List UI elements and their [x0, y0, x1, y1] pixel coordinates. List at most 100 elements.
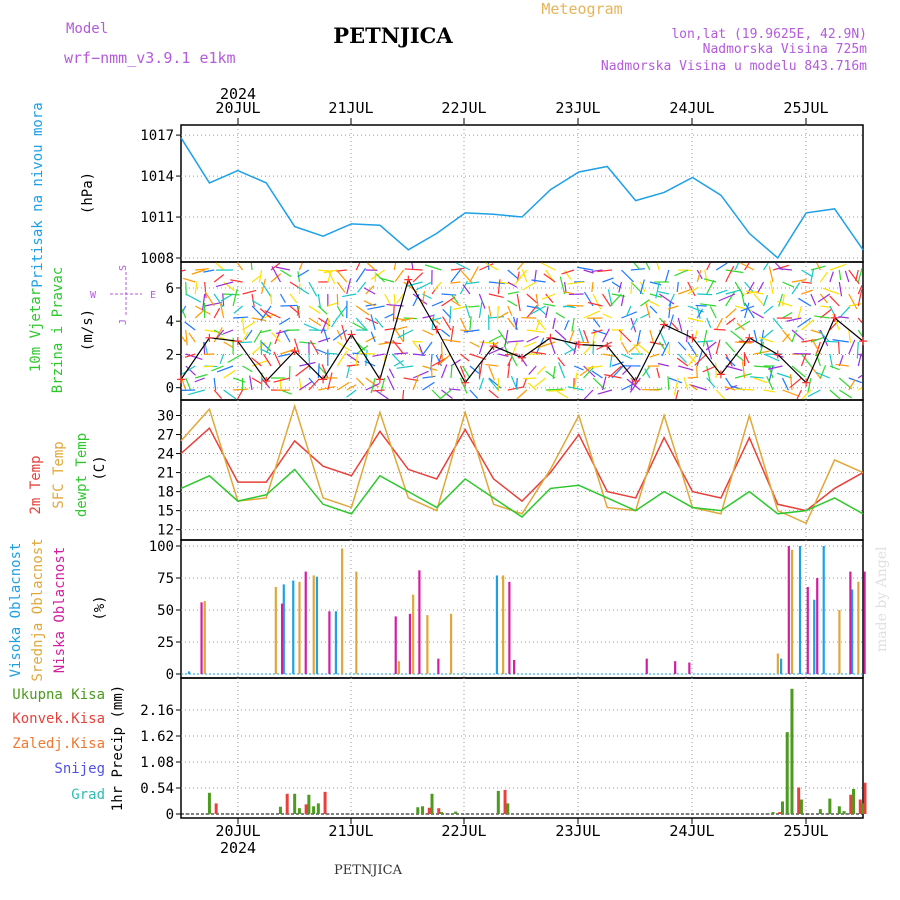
- wind-arrow: [706, 262, 711, 271]
- conv-precip-bar: [214, 803, 218, 814]
- wind-arrow: [545, 293, 554, 304]
- wind-arrow: [835, 363, 849, 367]
- wind-arrow: [327, 269, 336, 285]
- wind-arrow: [730, 330, 745, 343]
- wind-arrow: [280, 304, 298, 307]
- wind-arrow: [526, 329, 545, 333]
- wind-arrow: [289, 293, 298, 304]
- wind-arrow: [394, 352, 408, 355]
- wind-arrow: [507, 281, 518, 288]
- wind-arrow: [278, 317, 291, 326]
- mid-cloud-bar: [274, 586, 277, 674]
- wind-arrow: [507, 291, 519, 295]
- total-precip-bar: [842, 811, 846, 814]
- wind-arrow: [659, 293, 675, 305]
- wind-arrow: [372, 353, 385, 357]
- wind-arrow: [664, 269, 670, 283]
- wind-arrow: [365, 285, 375, 295]
- mid-cloud-bar: [341, 548, 344, 674]
- y-tick-label: 1017: [140, 128, 174, 144]
- panel-frame: [180, 677, 864, 819]
- wind-gust-marker: [830, 313, 839, 322]
- high-cloud-bar: [813, 599, 816, 674]
- wind-gust-marker: [375, 375, 384, 384]
- y-tick-label: 50: [157, 603, 174, 619]
- high-cloud-bar: [779, 658, 783, 674]
- wind-arrow: [336, 281, 346, 293]
- wind-arrow: [562, 305, 575, 308]
- wind-arrow: [578, 327, 585, 343]
- wind-arrow: [586, 365, 603, 369]
- wind-arrow: [220, 293, 234, 302]
- wind-arrow: [424, 264, 442, 271]
- wind-arrow: [656, 262, 660, 271]
- bottom-year-label: 2024: [220, 839, 256, 857]
- wind-arrow: [706, 279, 715, 295]
- wind-arrow: [452, 305, 471, 311]
- wind-gust-marker: [631, 377, 640, 386]
- wind-arrow: [657, 290, 669, 295]
- wind-arrow: [488, 281, 506, 285]
- high-cloud-bar: [187, 671, 191, 674]
- y-tick-label: 25: [157, 635, 174, 651]
- wind-arrow: [330, 317, 338, 328]
- wind-unit-label: (m/s): [80, 309, 96, 351]
- wind-arrow: [523, 341, 537, 348]
- wind-arrow: [583, 367, 594, 379]
- wind-arrow: [498, 353, 509, 357]
- y-tick-label: 30: [157, 409, 174, 425]
- wind-arrow: [237, 262, 244, 271]
- wind-arrow: [478, 300, 483, 319]
- wind-arrow: [469, 389, 479, 399]
- wind-arrow: [203, 269, 215, 273]
- y-tick-label: 21: [157, 466, 174, 482]
- wind-arrow: [705, 341, 717, 351]
- wind-arrow: [215, 281, 234, 288]
- wind-arrow: [620, 341, 629, 354]
- wind-arrow: [412, 374, 420, 391]
- wind-arrow: [251, 357, 262, 367]
- wind-arrow: [358, 352, 376, 355]
- wind-arrow: [258, 269, 263, 283]
- wind-arrow: [639, 279, 645, 295]
- wind-arrow: [522, 281, 537, 291]
- wind-arrow: [815, 352, 821, 367]
- wind-arrow: [308, 305, 321, 314]
- wind-gust-marker: [404, 275, 413, 284]
- wind-arrow: [696, 349, 704, 367]
- wind-arrow: [673, 377, 679, 396]
- y-tick-label: 1014: [140, 169, 174, 185]
- wind-arrow: [341, 324, 348, 343]
- wind-arrow: [668, 377, 683, 384]
- wind-arrow: [597, 389, 613, 395]
- wind-arrow: [621, 311, 637, 319]
- wind-arrow: [266, 341, 272, 354]
- wind-arrow: [675, 389, 679, 400]
- wind-arrow: [695, 304, 707, 307]
- wind-arrow: [750, 376, 764, 379]
- wind-arrow: [791, 282, 801, 295]
- wind-arrow: [430, 362, 433, 379]
- wind-arrow: [618, 329, 632, 343]
- total-precip-bar: [439, 812, 443, 814]
- wind-arrow: [696, 308, 704, 319]
- wind-gust-marker: [347, 330, 356, 339]
- wind-arrow: [677, 317, 683, 332]
- wind-arrow: [829, 295, 840, 307]
- wind-arrow: [202, 293, 206, 311]
- wind-axis-label: 10m Vjetar: [28, 288, 44, 372]
- wind-arrow: [379, 277, 395, 283]
- y-tick-label: 0: [166, 807, 174, 823]
- wind-arrow: [188, 389, 205, 396]
- model-altitude: Nadmorska Visina u modelu 843.716m: [601, 59, 867, 74]
- wind-arrow: [437, 353, 443, 366]
- wind-arrow: [677, 353, 687, 363]
- wind-arrow: [676, 357, 689, 367]
- wind-arrow: [233, 305, 243, 314]
- total-precip-bar: [416, 807, 420, 814]
- wind-arrow: [725, 365, 743, 372]
- wind-arrow: [194, 377, 205, 383]
- wind-arrow: [829, 365, 840, 371]
- low-cloud-bar: [437, 658, 440, 674]
- wind-arrow: [504, 329, 509, 348]
